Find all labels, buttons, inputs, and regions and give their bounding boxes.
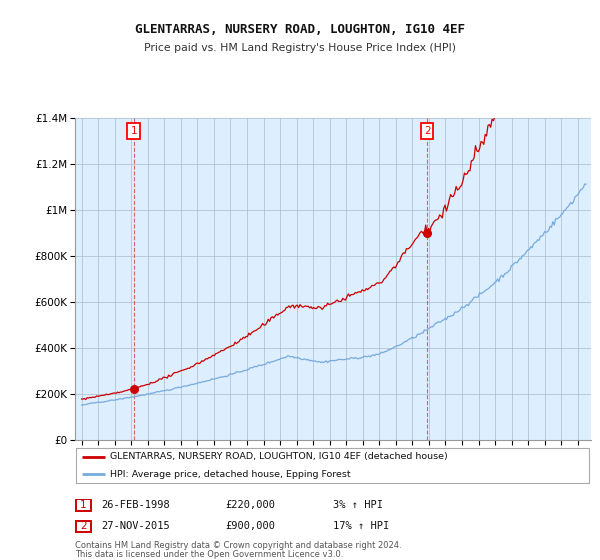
FancyBboxPatch shape (76, 448, 589, 483)
Text: 26-FEB-1998: 26-FEB-1998 (101, 500, 170, 510)
Text: 3% ↑ HPI: 3% ↑ HPI (333, 500, 383, 510)
FancyBboxPatch shape (76, 521, 91, 532)
Text: 2: 2 (424, 127, 431, 137)
Text: 27-NOV-2015: 27-NOV-2015 (101, 521, 170, 531)
Text: £220,000: £220,000 (225, 500, 275, 510)
Text: This data is licensed under the Open Government Licence v3.0.: This data is licensed under the Open Gov… (75, 550, 343, 559)
Text: 17% ↑ HPI: 17% ↑ HPI (333, 521, 389, 531)
Text: GLENTARRAS, NURSERY ROAD, LOUGHTON, IG10 4EF (detached house): GLENTARRAS, NURSERY ROAD, LOUGHTON, IG10… (110, 452, 448, 461)
Text: HPI: Average price, detached house, Epping Forest: HPI: Average price, detached house, Eppi… (110, 470, 351, 479)
Text: GLENTARRAS, NURSERY ROAD, LOUGHTON, IG10 4EF: GLENTARRAS, NURSERY ROAD, LOUGHTON, IG10… (135, 22, 465, 36)
Text: 2: 2 (80, 521, 87, 531)
Text: 1: 1 (80, 500, 87, 510)
Text: Price paid vs. HM Land Registry's House Price Index (HPI): Price paid vs. HM Land Registry's House … (144, 43, 456, 53)
Text: £900,000: £900,000 (225, 521, 275, 531)
Text: 1: 1 (130, 127, 137, 137)
FancyBboxPatch shape (76, 500, 91, 511)
Text: Contains HM Land Registry data © Crown copyright and database right 2024.: Contains HM Land Registry data © Crown c… (75, 541, 401, 550)
